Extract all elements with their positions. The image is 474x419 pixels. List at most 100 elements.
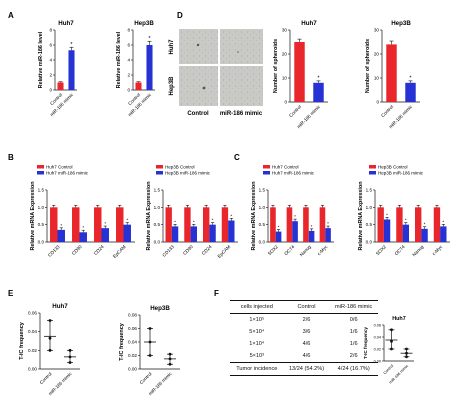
y-tick-label: 20 [374, 52, 380, 57]
bar [433, 207, 441, 242]
significance-mark: * [278, 225, 280, 230]
bar [123, 224, 131, 242]
significance-mark: * [148, 36, 151, 42]
legend-swatch-mimic [369, 171, 376, 175]
bar [50, 207, 58, 242]
bar [377, 207, 384, 242]
bar [184, 207, 191, 242]
significance-mark: * [294, 214, 296, 219]
significance-mark: * [82, 225, 84, 230]
bar [386, 44, 397, 102]
data-point [68, 355, 72, 359]
table-cell: 4/6 [302, 353, 311, 359]
table-row: 5×10³ 4/6 2/6 [230, 350, 378, 363]
y-tick-label: 8 [127, 28, 130, 33]
bar [57, 82, 64, 90]
significance-mark: * [317, 75, 320, 81]
legend-label: Hep3B Control [378, 165, 408, 170]
y-tick-label: 0.04 [28, 329, 37, 334]
y-tick-label: 0.06 [128, 326, 137, 331]
x-tick-label: CD24 [201, 244, 213, 256]
y-tick-label: 6 [127, 43, 130, 48]
legend-swatch-control [263, 165, 270, 169]
legend-c1: Huh7 Control Huh7 miR-186 mimic [263, 165, 315, 176]
y-tick-label: 10 [282, 76, 288, 81]
significance-mark: * [230, 213, 232, 218]
x-tick-label: OCT4 [394, 244, 407, 257]
y-tick-label: 0.00 [128, 367, 137, 372]
x-tick-label: Control [380, 104, 394, 118]
legend-swatch-mimic [37, 171, 44, 175]
legend-label: Huh7 miR-186 mimic [272, 171, 315, 176]
chart-title: Hep3B [150, 305, 170, 312]
y-axis-label: Relative mRNA Expression [146, 181, 152, 250]
y-tick-label: 20 [282, 52, 288, 57]
tumor-incidence-table: cells injected Control miR-186 mimic 1×1… [230, 300, 378, 376]
legend-label: Huh7 Control [272, 165, 299, 170]
table-cell: 1×10⁴ [249, 341, 265, 347]
y-tick-label: 0.00 [374, 360, 381, 364]
table-total-row: Tumor incidence 13/24 (54.2%) 4/24 (16.7… [230, 362, 378, 376]
significance-mark: * [409, 75, 412, 81]
table-cell: 5×10⁴ [249, 329, 265, 335]
chart-title: Huh7 [392, 316, 405, 322]
bar [94, 207, 102, 242]
y-tick-label: 4 [127, 58, 130, 63]
table-cell: 4/24 (16.7%) [337, 366, 370, 372]
table-cell: 2/6 [349, 353, 358, 359]
panel-label-c: C [234, 153, 240, 162]
y-tick-label: 0.5 [38, 222, 45, 227]
table-header: Control [297, 304, 316, 310]
data-point [68, 361, 72, 364]
data-point [48, 348, 52, 352]
bar [415, 207, 422, 242]
data-point [405, 351, 408, 355]
significance-mark: * [386, 212, 388, 217]
micrograph-huh7-control [179, 29, 218, 64]
chart-title: Hep3B [134, 20, 154, 27]
data-point [168, 352, 172, 356]
significance-mark: * [442, 219, 444, 224]
bar [221, 207, 229, 242]
table-cell: 5×10³ [249, 353, 265, 359]
x-tick-label: c-Myc [431, 244, 444, 257]
y-axis-label: T-IC frequency [19, 322, 25, 359]
data-point [390, 347, 393, 351]
y-axis-label: Relative miR-186 level [38, 31, 44, 88]
x-tick-label: Nanog [299, 244, 312, 257]
bar [135, 82, 142, 90]
y-tick-label: 0 [284, 100, 287, 105]
y-tick-label: 1.5 [38, 188, 45, 193]
y-tick-label: 1.0 [259, 205, 266, 210]
chart-title: Huh7 [52, 303, 68, 310]
significance-mark: * [193, 219, 195, 224]
y-tick-label: 0.06 [28, 311, 37, 316]
x-tick-label: Control [39, 371, 53, 385]
micrograph-row-label: Huh7 [169, 39, 175, 55]
legend-swatch-control [156, 165, 163, 169]
data-point [405, 347, 408, 351]
x-tick-label: SOX2 [375, 244, 388, 257]
y-tick-label: 1.0 [154, 205, 161, 210]
legend-b1: Huh7 Control Huh7 miR-186 mimic [37, 165, 89, 176]
x-tick-label: Control [139, 371, 153, 385]
y-tick-label: 0.5 [366, 222, 373, 227]
spheroid-mark [237, 51, 239, 53]
y-tick-label: 0.02 [128, 353, 137, 358]
y-axis-label: T-IC frequency [363, 327, 368, 359]
bar [146, 45, 153, 90]
y-tick-label: 2 [49, 73, 52, 78]
bar [313, 82, 324, 102]
y-axis-label: Relative mRNA Expression [30, 181, 36, 250]
y-tick-label: 0 [127, 88, 130, 93]
x-tick-label: OCT4 [283, 244, 296, 257]
x-tick-label: CD24 [93, 244, 105, 256]
panel-label-f: F [214, 289, 219, 298]
y-tick-label: 0 [49, 88, 52, 93]
y-tick-label: 0.08 [128, 313, 137, 318]
